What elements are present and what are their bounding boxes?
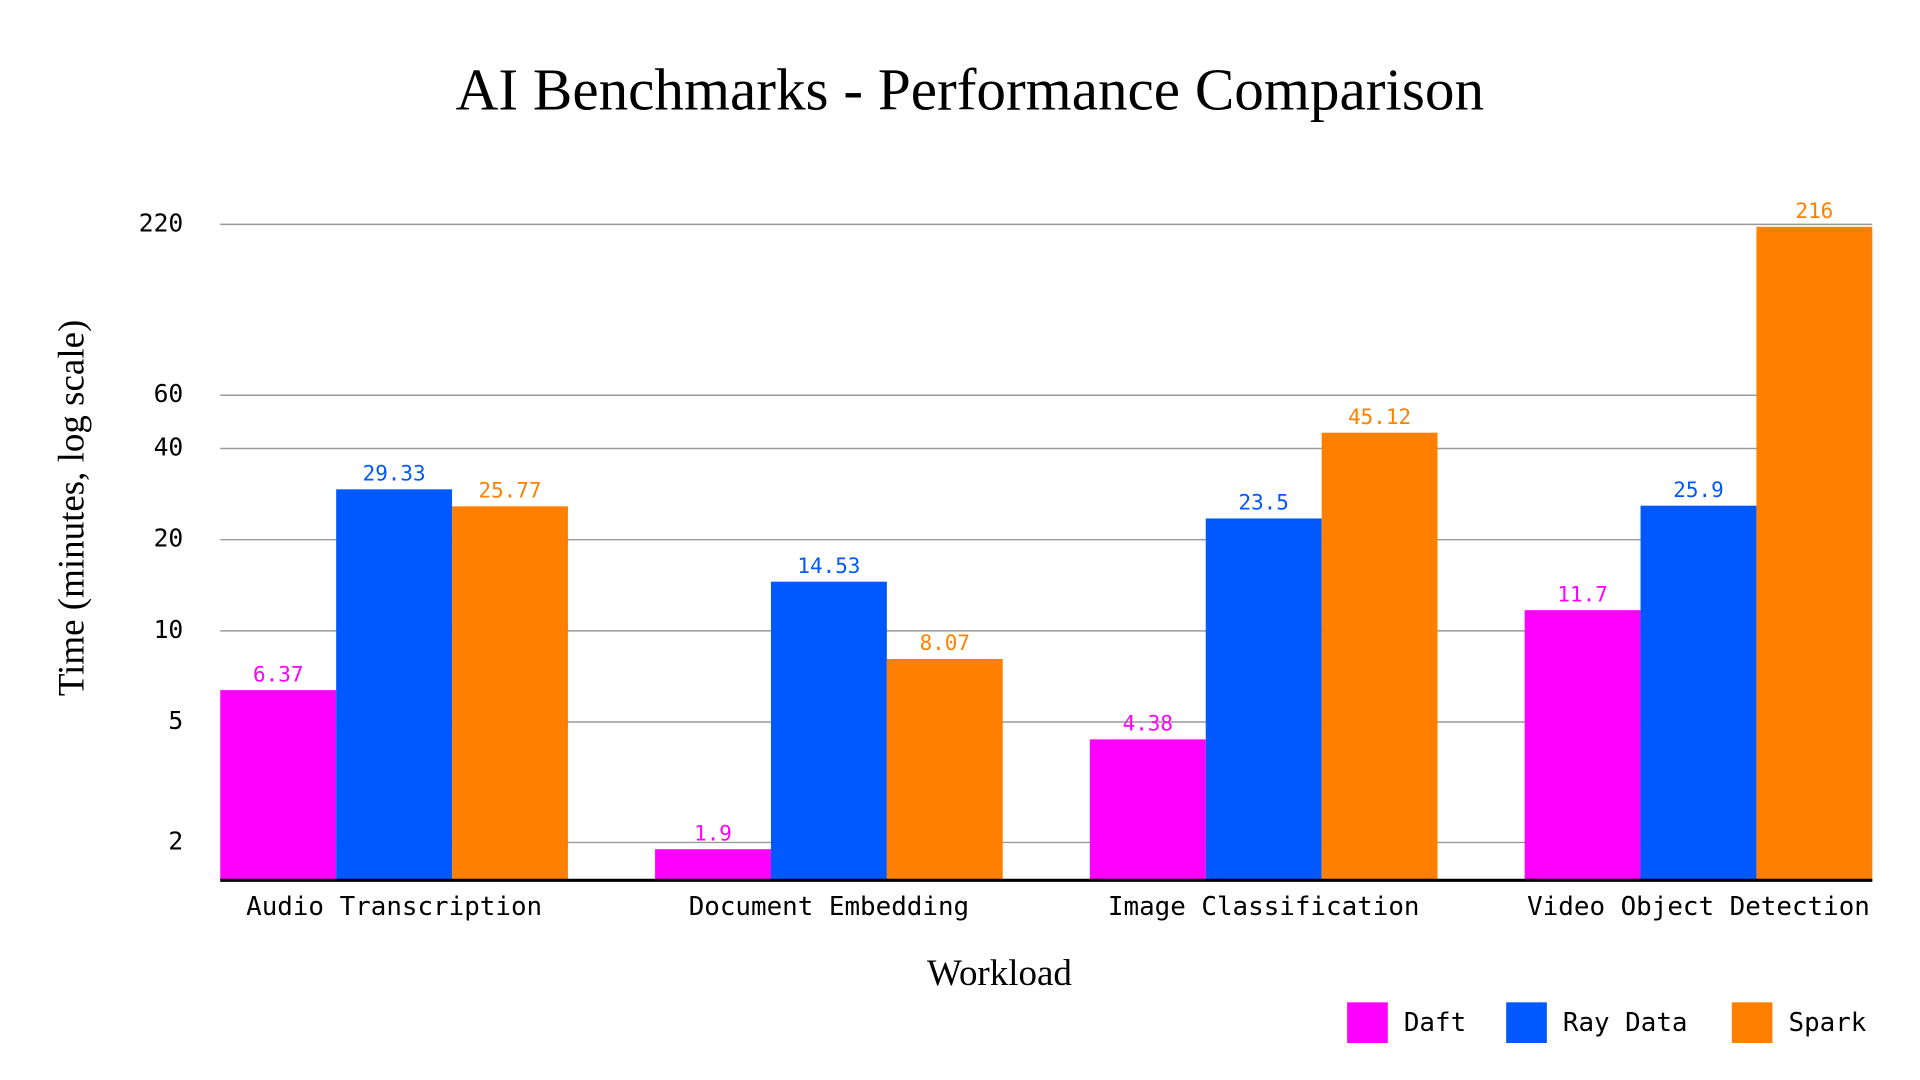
- bar: [1321, 432, 1438, 881]
- y-tick-label: 220: [139, 208, 184, 237]
- y-tick-label: 5: [168, 706, 183, 735]
- x-tick-label: Video Object Detection: [1527, 892, 1870, 922]
- x-tick-label: Image Classification: [1108, 892, 1420, 922]
- chart-title: AI Benchmarks - Performance Comparison: [456, 57, 1484, 123]
- bar: [886, 659, 1003, 881]
- y-axis-label: Time (minutes, log scale): [50, 320, 92, 697]
- bar: [1205, 518, 1322, 881]
- value-label: 25.77: [478, 479, 541, 503]
- bar: [452, 506, 568, 881]
- legend-swatch: [1506, 1002, 1547, 1044]
- y-tick-label: 40: [154, 433, 184, 462]
- value-label: 1.9: [694, 821, 732, 845]
- value-label: 14.53: [797, 554, 860, 578]
- value-label: 29.33: [363, 462, 426, 486]
- value-label: 25.9: [1673, 478, 1723, 502]
- bar: [1524, 610, 1641, 881]
- x-tick-label: Document Embedding: [689, 892, 969, 922]
- legend-label: Daft: [1404, 1008, 1466, 1038]
- y-tick-label: 2: [168, 826, 183, 855]
- y-tick-label: 10: [154, 615, 184, 644]
- value-label: 4.38: [1123, 712, 1173, 736]
- legend-swatch: [1731, 1002, 1773, 1044]
- bar: [1640, 505, 1757, 881]
- value-label: 8.07: [920, 631, 970, 655]
- y-tick-label: 60: [154, 379, 184, 408]
- value-label: 23.5: [1238, 491, 1288, 515]
- value-label: 216: [1795, 199, 1833, 223]
- bar: [1089, 739, 1206, 881]
- y-tick-label: 20: [154, 524, 184, 553]
- legend-label: Ray Data: [1563, 1008, 1688, 1038]
- value-label: 6.37: [253, 662, 303, 686]
- bar: [655, 849, 771, 881]
- bar: [770, 581, 887, 881]
- bar: [336, 489, 453, 881]
- bar: [1756, 226, 1873, 881]
- value-label: 45.12: [1348, 405, 1411, 429]
- bar: [220, 690, 337, 881]
- legend-label: Spark: [1788, 1008, 1866, 1038]
- x-axis-label: Workload: [927, 952, 1072, 993]
- x-tick-label: Audio Transcription: [246, 892, 542, 922]
- value-label: 11.7: [1557, 582, 1607, 606]
- legend-swatch: [1347, 1002, 1388, 1044]
